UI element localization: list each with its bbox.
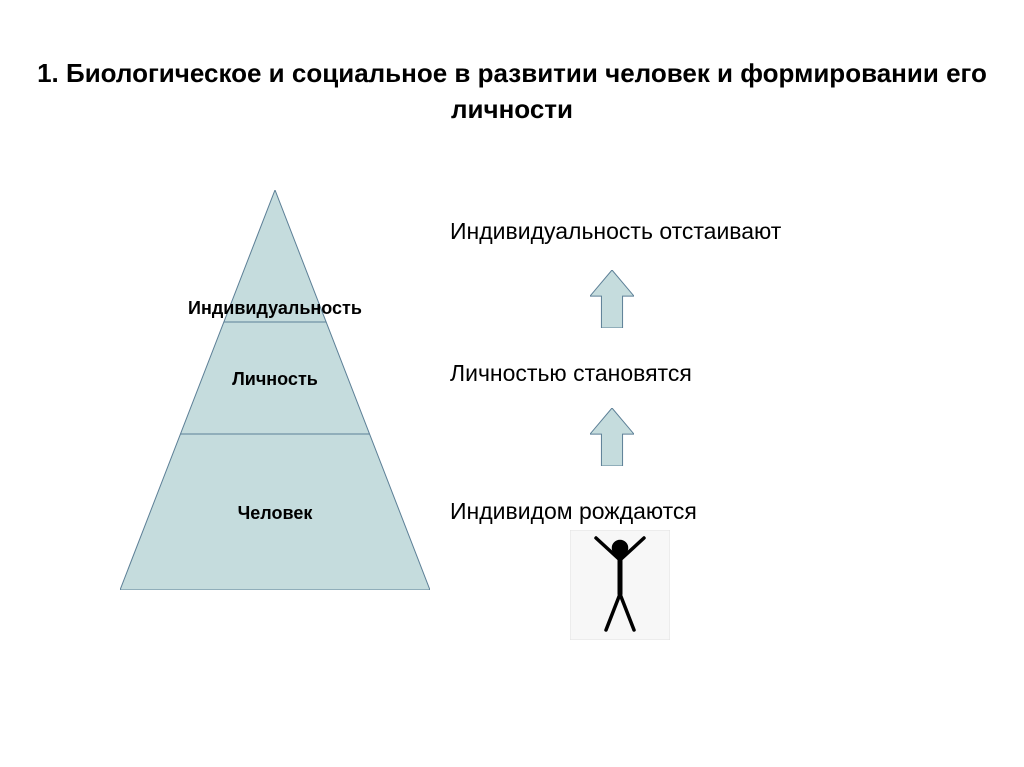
pyramid: Индивидуальность Личность Человек (120, 190, 430, 590)
up-arrow-0 (590, 270, 634, 328)
pyramid-label-top: Индивидуальность (120, 298, 430, 319)
sequence-text-2: Индивидом рождаются (450, 498, 697, 525)
sequence-text-1: Личностью становятся (450, 360, 692, 387)
pyramid-svg (120, 190, 430, 590)
sequence-text-0: Индивидуальность отстаивают (450, 218, 781, 245)
up-arrow-1 (590, 408, 634, 466)
pyramid-label-bottom: Человек (120, 503, 430, 524)
arrow-up-icon (590, 408, 634, 466)
person-raised-arms-icon (570, 530, 670, 640)
slide-title: 1. Биологическое и социальное в развитии… (0, 55, 1024, 127)
arrow-up-icon (590, 270, 634, 328)
slide: 1. Биологическое и социальное в развитии… (0, 0, 1024, 767)
pyramid-label-middle: Личность (120, 369, 430, 390)
